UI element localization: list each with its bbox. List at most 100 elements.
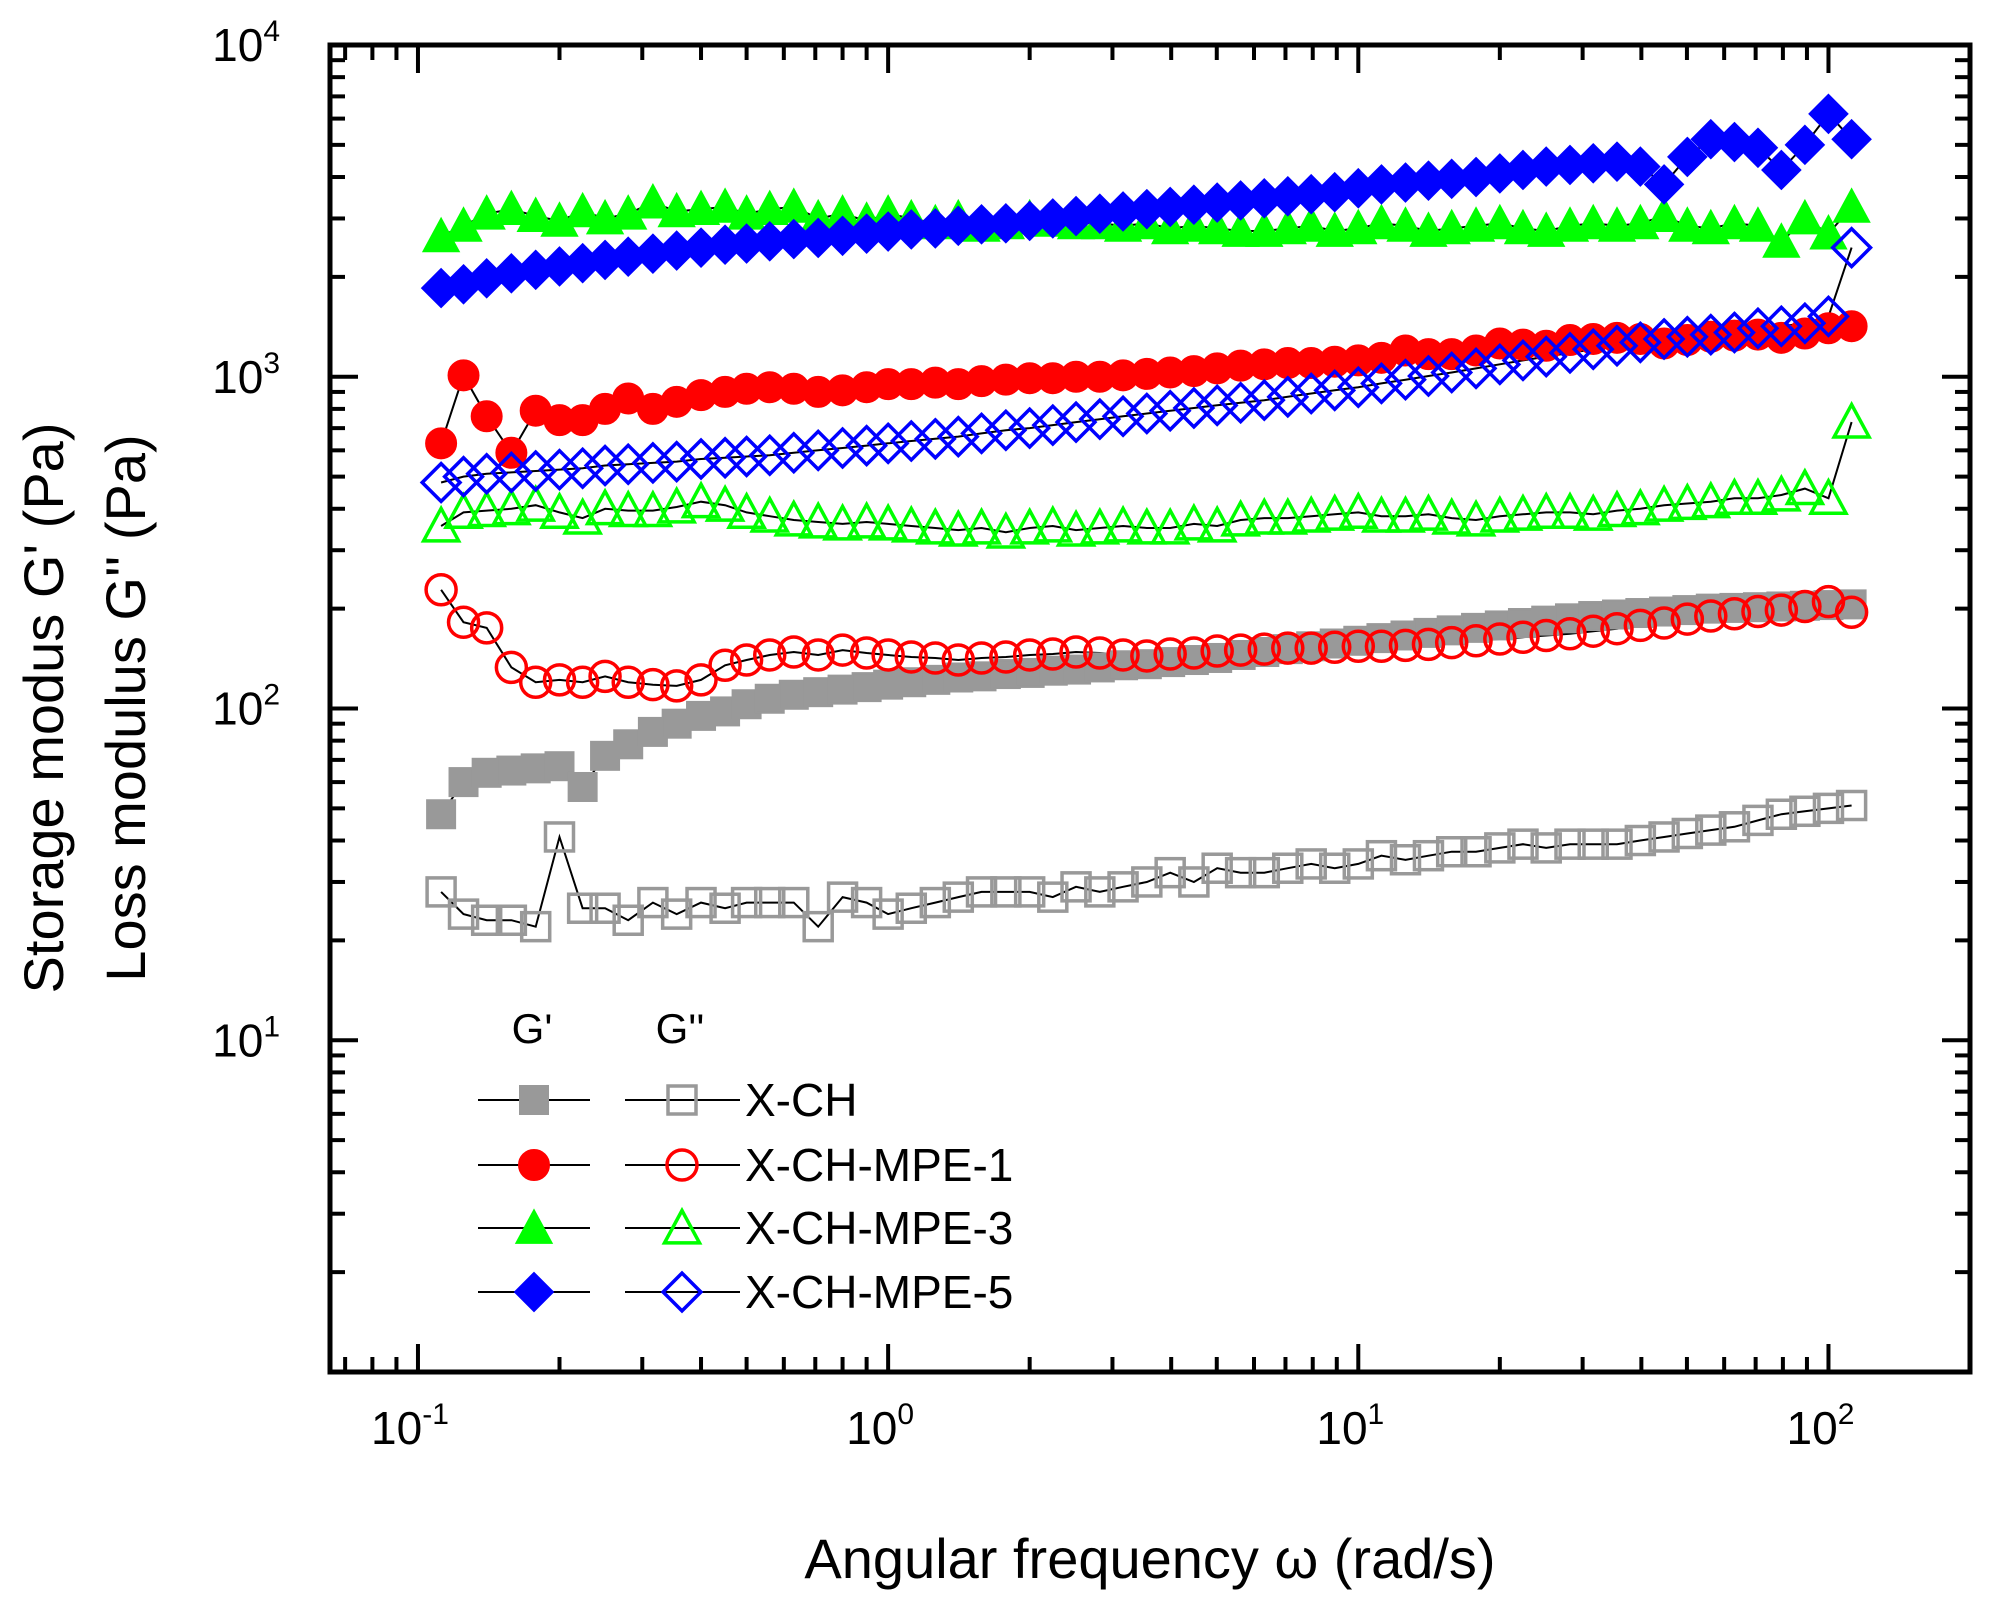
x-ch-mpe-5-loss-point — [1759, 304, 1803, 348]
x-ch-mpe-1-loss-point — [1059, 635, 1093, 669]
x-ch-mpe-3-loss-point — [914, 506, 956, 545]
x-ch-mpe-5-loss-point — [1830, 226, 1873, 270]
x-ch-mpe-3-storage-point — [774, 187, 813, 223]
x-ch-mpe-5-loss-point — [821, 426, 864, 470]
x-ch-mpe-1-loss-point — [1223, 633, 1258, 667]
x-ch-mpe-1-loss-point — [1741, 594, 1775, 629]
x-ch-mpe-5-loss-point — [1618, 320, 1662, 364]
x-ch-mpe-3-loss-point — [773, 498, 815, 537]
x-ch-mpe-1-loss-point — [1529, 618, 1563, 653]
x-ch-mpe-3-loss-point — [1737, 477, 1779, 515]
x-ch-mpe-1-loss-point — [424, 573, 458, 607]
x-ch-loss-point — [612, 904, 644, 936]
x-ch-mpe-1-storage-point — [447, 359, 480, 392]
x-ch-mpe-5-loss-point — [1665, 315, 1709, 359]
axis-ticks — [330, 43, 1972, 1374]
x-ch-mpe-1-loss-point — [611, 665, 645, 699]
x-axis-title: Angular frequency ω (rad/s) — [804, 1527, 1495, 1590]
x-ch-loss-point — [1484, 832, 1516, 864]
x-ch-loss-point — [1577, 828, 1609, 860]
x-ch-mpe-3-storage-point — [1644, 196, 1684, 232]
x-ch-mpe-5-storage-point — [1761, 149, 1802, 191]
x-ch-mpe-5-loss-point — [748, 433, 792, 477]
x-ch-mpe-5-loss-point — [1078, 397, 1122, 441]
x-ch-mpe-3-loss-point — [1385, 494, 1426, 533]
x-ch-mpe-3-storage-point — [1762, 222, 1801, 258]
legend-x-ch-mpe-1-storage-marker — [518, 1149, 550, 1181]
x-ch-loss-point — [826, 881, 859, 913]
x-ch-mpe-1-loss-point — [1483, 622, 1517, 656]
x-ch-loss-point — [778, 886, 810, 919]
x-ch-mpe-3-loss-point — [443, 491, 484, 530]
x-ch-mpe-3-loss-point — [1079, 506, 1121, 545]
x-ch-loss-point — [753, 886, 786, 919]
x-ch-storage-point — [426, 799, 457, 830]
x-ch-mpe-3-loss-point — [1431, 496, 1473, 535]
x-ch-mpe-1-loss-point — [446, 605, 481, 639]
x-ch-loss-point — [470, 904, 503, 936]
x-ch-storage-point — [567, 771, 598, 802]
x-ch-mpe-5-loss-point — [984, 408, 1028, 452]
x-ch-mpe-3-loss-point — [1032, 504, 1074, 543]
x-ch-loss-point — [709, 892, 741, 924]
x-ch-mpe-3-storage-point — [633, 182, 673, 219]
x-ch-mpe-5-loss-point — [1595, 324, 1639, 368]
x-ch-loss-point — [1084, 876, 1116, 908]
x-ch-loss-point — [589, 892, 621, 924]
x-ch-mpe-3-storage-point — [1197, 208, 1237, 245]
x-ch-mpe-1-loss-point — [918, 641, 953, 675]
x-ch-mpe-5-loss-point — [1219, 381, 1263, 425]
x-ch-mpe-5-loss-point — [655, 440, 699, 483]
x-ch-mpe-3-storage-point — [1480, 203, 1520, 240]
x-ch-mpe-5-loss-point — [960, 412, 1003, 455]
x-ch-mpe-3-loss-point — [539, 491, 580, 530]
x-ch-mpe-3-loss-point — [1290, 494, 1332, 533]
x-ch-mpe-1-loss-point — [894, 640, 929, 674]
x-ch-mpe-1-loss-point — [1600, 611, 1634, 646]
x-ch-mpe-5-loss-point — [1313, 368, 1357, 412]
legend-x-ch-mpe-3-label: X-CH-MPE-3 — [745, 1202, 1013, 1254]
x-ch-mpe-1-loss-point — [1670, 602, 1705, 636]
x-ch-mpe-1-loss-point — [1411, 627, 1446, 662]
x-ch-mpe-5-loss-point — [538, 448, 581, 491]
x-ch-loss-point — [1460, 835, 1492, 868]
y-tick-label: 103 — [212, 347, 280, 403]
x-ch-loss-point — [1835, 789, 1868, 822]
x-ch-loss-point — [495, 904, 528, 936]
x-ch-mpe-3-loss-point — [1055, 508, 1097, 547]
legend-x-ch-storage-marker — [519, 1085, 549, 1115]
x-ch-mpe-3-loss-line — [440, 421, 1853, 534]
x-ch-loss-point — [1435, 835, 1468, 868]
x-ch-loss-point — [1530, 832, 1562, 864]
x-ch-mpe-1-loss-point — [1434, 625, 1469, 660]
x-ch-mpe-3-loss-point — [1243, 496, 1285, 535]
x-ch-loss-point — [543, 821, 576, 853]
x-ch-mpe-3-storage-point — [609, 194, 648, 230]
y-tick-label: 104 — [212, 15, 280, 71]
x-ch-mpe-1-loss-point — [1459, 624, 1493, 658]
x-tick-label: 100 — [846, 1398, 914, 1454]
x-ch-loss-point — [1154, 856, 1186, 889]
x-ch-mpe-3-storage-point — [1715, 203, 1754, 240]
x-ch-mpe-1-loss-point — [565, 665, 600, 699]
x-ch-mpe-3-loss-point — [890, 504, 932, 543]
x-ch-loss-point — [1295, 848, 1327, 880]
x-ch-loss-point — [1412, 839, 1445, 872]
x-ch-mpe-5-storage-point — [1737, 127, 1779, 169]
x-ch-mpe-3-storage-point — [1292, 206, 1331, 242]
x-ch-mpe-5-loss-point — [845, 424, 888, 467]
x-ch-loss-point — [1201, 852, 1233, 884]
x-ch-mpe-1-loss-point — [469, 611, 504, 645]
x-ch-mpe-1-loss-point — [1317, 630, 1352, 664]
x-ch-loss-point — [1624, 824, 1657, 857]
x-ch-mpe-3-loss-point — [1220, 498, 1262, 537]
legend-x-ch-mpe-1-label: X-CH-MPE-1 — [745, 1139, 1013, 1191]
x-ch-mpe-3-loss-point — [704, 484, 746, 522]
x-ch-mpe-3-loss-point — [466, 489, 508, 528]
legend-header-loss: G'' — [656, 1005, 705, 1052]
x-ch-mpe-3-loss-point — [797, 500, 839, 539]
x-ch-mpe-1-loss-point — [1177, 636, 1211, 670]
x-ch-loss-point — [1789, 795, 1821, 828]
x-ch-mpe-3-storage-point — [492, 189, 531, 226]
x-ch-loss-point — [519, 910, 552, 943]
